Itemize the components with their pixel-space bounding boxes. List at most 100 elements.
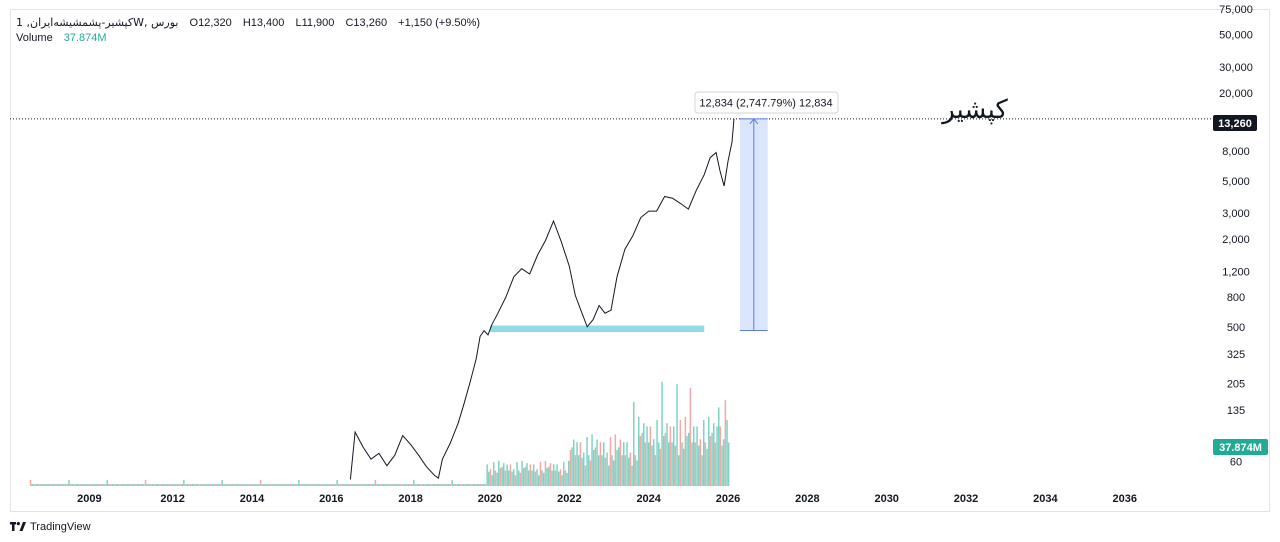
volume-bar: [351, 484, 353, 486]
volume-bar: [83, 484, 85, 486]
volume-bar: [46, 484, 48, 486]
volume-bar: [293, 484, 295, 486]
price-range-measure[interactable]: [739, 118, 768, 331]
volume-bar: [151, 484, 153, 486]
volume-bar: [708, 416, 710, 486]
volume-bar: [513, 469, 515, 486]
volume-bar: [184, 484, 187, 486]
volume-bar: [669, 426, 672, 486]
volume-bar: [548, 466, 550, 486]
volume-bar: [54, 484, 57, 486]
volume-bar: [613, 460, 615, 486]
volume-bar: [103, 484, 105, 486]
volume-bar: [601, 455, 603, 486]
time-axis-tick-label: 2012: [160, 493, 184, 505]
volume-bar: [341, 484, 343, 486]
volume-bar: [41, 484, 43, 486]
price-series-line[interactable]: [349, 118, 735, 480]
volume-bar: [68, 480, 70, 486]
chart-frame[interactable]: [10, 9, 1270, 512]
volume-bar: [516, 462, 518, 486]
volume-bar: [474, 484, 477, 486]
volume-bar: [634, 455, 637, 486]
volume-bar: [504, 470, 507, 486]
last-price-value: 13,260: [1218, 118, 1252, 130]
last-price-badge: 13,260: [1213, 115, 1257, 131]
price-axis[interactable]: 75,000 50,000 30,000 20,000 8,000 5,000 3,000 2…: [1219, 4, 1253, 468]
volume-bar: [219, 484, 222, 486]
volume-bar: [433, 484, 435, 486]
volume-bar: [629, 452, 632, 486]
volume-bar: [449, 484, 452, 486]
volume-bar: [369, 484, 372, 486]
volume-bar: [56, 484, 58, 486]
volume-bar: [329, 484, 332, 486]
volume-bar: [114, 484, 117, 486]
time-axis[interactable]: 2009 2012 2014 2016 2018 2020 2022 2024 2026 2028…: [77, 493, 1137, 505]
volume-bar: [593, 450, 595, 486]
volume-bar: [326, 484, 328, 486]
volume-bar: [438, 484, 440, 486]
volume-bar: [131, 484, 133, 486]
volume-bar: [203, 484, 205, 486]
price-chart[interactable]: 12,834 (2,747.79%) 12,834 کپشیر 75,000 50…: [0, 0, 1280, 512]
volume-bar: [663, 436, 665, 486]
volume-bar: [701, 455, 703, 486]
volume-bar: [619, 439, 622, 486]
volume-bar: [256, 484, 258, 486]
legend-close: C13,260: [345, 17, 388, 29]
volume-bar: [44, 484, 47, 486]
volume-bar: [74, 484, 77, 486]
price-range-text: 12,834 (2,747.79%) 12,834: [699, 98, 832, 110]
volume-bar: [579, 442, 582, 486]
volume-bar: [48, 484, 50, 486]
volume-bar: [331, 484, 333, 486]
volume-bar: [289, 484, 292, 486]
volume-bar: [466, 484, 468, 486]
volume-bar: [521, 460, 523, 486]
time-axis-tick-label: 2022: [557, 493, 581, 505]
volume-bar: [553, 464, 555, 486]
symbol-legend[interactable]: کپشیر-پشمشیشه‌ایران, 1W, بورس O12,320 H1…: [16, 16, 488, 29]
volume-bar: [549, 463, 552, 486]
volume-bar: [418, 484, 420, 486]
volume-bar: [561, 475, 563, 486]
volume-bar: [538, 475, 540, 486]
volume-bar: [394, 484, 397, 486]
volume-bar: [363, 484, 365, 486]
volume-bar: [206, 484, 208, 486]
volume-bar: [651, 445, 653, 486]
volume-bar: [594, 447, 597, 486]
volume-bar: [319, 484, 322, 486]
volume-bar: [201, 484, 203, 486]
volume-bar: [104, 484, 107, 486]
volume-bar: [611, 455, 613, 486]
volume-bar: [398, 484, 400, 486]
volume-bar: [509, 464, 512, 486]
volume-bar: [366, 484, 368, 486]
volume-bar: [574, 455, 577, 486]
volume-bar: [209, 484, 212, 486]
volume-bar: [189, 484, 192, 486]
volume-bar: [156, 484, 158, 486]
volume-bar: [314, 484, 317, 486]
volume-bar: [224, 484, 227, 486]
volume-bar: [286, 484, 288, 486]
symbol-name[interactable]: کپشیر-پشمشیشه‌ایران, 1W, بورس: [16, 16, 179, 29]
volume-bar: [531, 470, 533, 486]
volume-bar: [254, 484, 257, 486]
volume-bar: [618, 447, 620, 486]
volume-bar: [258, 484, 260, 486]
volume-bar: [308, 484, 310, 486]
volume-bar: [129, 484, 132, 486]
footer-brand[interactable]: TradingView: [10, 519, 91, 535]
volume-bar: [356, 484, 358, 486]
volume-legend[interactable]: Volume 37.874M: [16, 32, 115, 44]
volume-bar: [546, 468, 548, 486]
volume-bar: [413, 480, 415, 486]
volume-bar: [488, 471, 490, 486]
support-zone[interactable]: [490, 325, 705, 333]
volume-bar: [328, 484, 330, 486]
volume-bar: [374, 480, 377, 486]
volume-bar: [643, 423, 645, 486]
